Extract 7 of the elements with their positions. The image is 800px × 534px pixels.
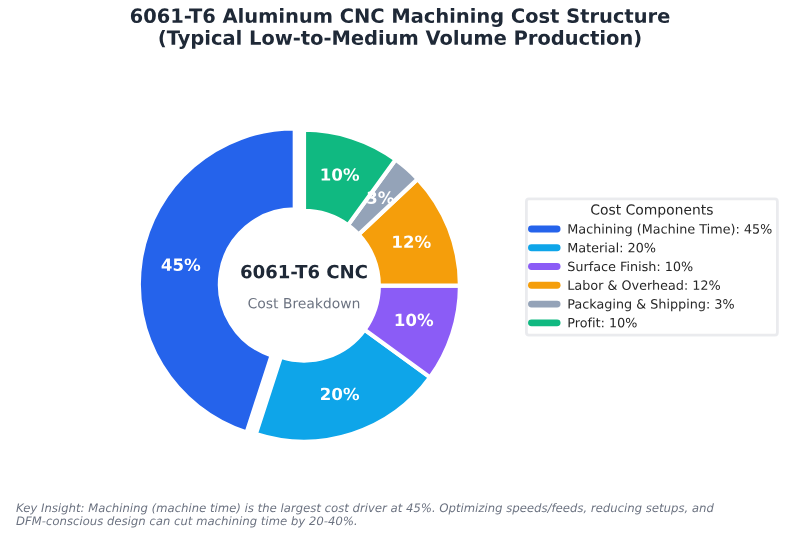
data-label: 45% xyxy=(161,258,201,272)
text: 6061-T6 CNC xyxy=(241,264,367,279)
data-label: 20% xyxy=(321,387,360,401)
data-label: 10% xyxy=(395,313,434,327)
chart-title: 6061-T6 Aluminum CNC Machining Cost Structure (Typical Low-to-Medium Volume Production) xyxy=(130,8,670,49)
data-label: 10% xyxy=(321,168,360,181)
data-label: 12% xyxy=(393,235,431,249)
